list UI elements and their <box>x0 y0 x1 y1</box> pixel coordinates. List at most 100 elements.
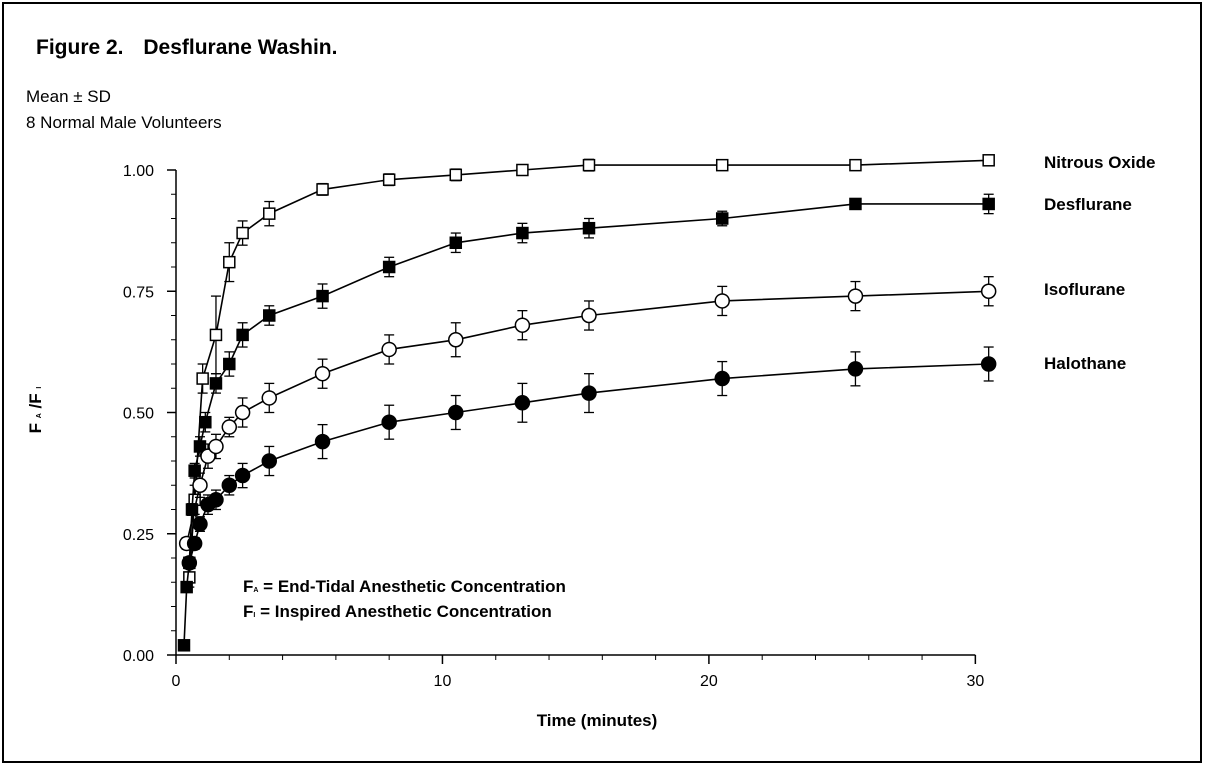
y-axis-title: F A /F I <box>26 387 45 434</box>
figure-title-text: Desflurane Washin. <box>143 36 337 59</box>
series-label-halothane: Halothane <box>1044 354 1126 373</box>
definition-fa-sub: A <box>253 587 258 594</box>
data-point-halothane <box>208 492 224 508</box>
figure-title: Figure 2. Desflurane Washin. <box>36 36 337 59</box>
data-point-desflurane <box>582 221 596 235</box>
data-point-desflurane <box>982 197 995 211</box>
data-point-desflurane <box>180 580 193 594</box>
data-point-halothane <box>381 414 397 430</box>
series-halothane <box>181 346 997 571</box>
x-tick-label: 0 <box>172 673 181 690</box>
y-axis-title-main: F <box>26 423 45 433</box>
y-axis-title-sub2: I <box>36 387 43 389</box>
x-tick-label: 30 <box>966 673 984 690</box>
y-tick-label: 0.50 <box>123 406 154 423</box>
definition-line-fi: FI = Inspired Anesthetic Concentration <box>243 602 552 621</box>
data-point-desflurane <box>236 328 249 342</box>
data-point-isoflurane <box>514 317 531 333</box>
note-volunteers: 8 Normal Male Volunteers <box>26 113 222 132</box>
data-point-isoflurane <box>847 288 864 304</box>
y-tick-label: 1.00 <box>123 163 154 180</box>
data-point-isoflurane <box>448 332 464 348</box>
data-point-nitrous-oxide <box>196 372 209 385</box>
data-point-halothane <box>221 477 238 493</box>
series-label-desflurane: Desflurane <box>1044 195 1132 214</box>
y-axis-title-slash: /F <box>26 393 45 408</box>
data-point-nitrous-oxide <box>382 173 396 186</box>
data-point-isoflurane <box>980 283 997 299</box>
definition-fa-text: = End-Tidal Anesthetic Concentration <box>258 577 565 596</box>
y-ticks: 0.00 0.25 0.50 0.75 1.00 <box>123 163 176 665</box>
data-point-desflurane <box>449 236 463 249</box>
series-labels: Nitrous Oxide Desflurane Isoflurane Halo… <box>1044 153 1155 373</box>
data-point-halothane <box>514 395 531 411</box>
data-point-desflurane <box>199 415 212 429</box>
data-point-halothane <box>714 370 730 387</box>
data-point-desflurane <box>715 212 729 225</box>
data-point-nitrous-oxide <box>516 163 529 177</box>
definition-fi-sub: I <box>253 612 255 619</box>
x-axis-title: Time (minutes) <box>537 711 658 730</box>
data-point-nitrous-oxide <box>209 328 223 342</box>
data-point-nitrous-oxide <box>449 168 463 182</box>
data-point-desflurane <box>382 260 396 274</box>
data-point-halothane <box>261 453 278 469</box>
x-tick-label: 10 <box>434 673 452 690</box>
y-tick-label: 0.00 <box>123 648 154 665</box>
data-point-halothane <box>980 356 997 372</box>
data-point-isoflurane <box>208 438 224 455</box>
data-point-halothane <box>192 516 208 532</box>
figure-label: Figure 2. <box>36 36 124 59</box>
data-point-isoflurane <box>192 477 208 493</box>
data-point-desflurane <box>223 357 236 371</box>
data-point-isoflurane <box>714 293 730 309</box>
data-point-nitrous-oxide <box>223 255 236 269</box>
data-point-desflurane <box>177 639 191 652</box>
data-point-nitrous-oxide <box>236 226 249 240</box>
series-label-nitrous-oxide: Nitrous Oxide <box>1044 153 1155 172</box>
data-point-desflurane <box>193 440 207 453</box>
data-point-halothane <box>847 361 864 377</box>
y-tick-label: 0.75 <box>123 284 154 301</box>
data-point-halothane <box>314 433 331 450</box>
definition-fi-symbol: F <box>243 602 253 621</box>
data-point-isoflurane <box>261 390 278 406</box>
series-label-isoflurane: Isoflurane <box>1044 280 1125 299</box>
data-point-nitrous-oxide <box>263 207 276 220</box>
data-point-isoflurane <box>234 404 251 421</box>
definition-line-fa: FA = End-Tidal Anesthetic Concentration <box>243 577 566 596</box>
data-point-desflurane <box>185 503 199 516</box>
y-tick-label: 0.25 <box>123 527 154 544</box>
series-line-isoflurane <box>185 290 989 544</box>
data-point-halothane <box>186 535 203 552</box>
data-point-halothane <box>581 385 597 401</box>
definitions-legend: FA = End-Tidal Anesthetic Concentration … <box>243 577 566 621</box>
data-point-isoflurane <box>314 365 331 382</box>
x-ticks: 0 10 20 30 <box>172 655 984 690</box>
definition-fi-text: = Inspired Anesthetic Concentration <box>255 602 551 621</box>
data-point-isoflurane <box>221 419 238 435</box>
data-point-nitrous-oxide <box>715 158 729 172</box>
data-point-halothane <box>234 467 251 484</box>
data-point-isoflurane <box>381 341 397 358</box>
data-point-desflurane <box>849 197 862 211</box>
axes: 0 10 20 30 0.00 0.25 0.50 0.75 1.00 <box>123 163 984 690</box>
series-isoflurane <box>178 276 997 552</box>
data-point-halothane <box>181 555 198 571</box>
data-point-isoflurane <box>581 307 597 324</box>
data-point-desflurane <box>316 289 329 303</box>
y-axis-title-sub1: A <box>36 413 43 418</box>
data-point-nitrous-oxide <box>316 183 329 196</box>
data-point-nitrous-oxide <box>849 158 862 172</box>
data-point-nitrous-oxide <box>582 158 596 172</box>
definition-fa-symbol: F <box>243 577 253 596</box>
x-tick-label: 20 <box>700 673 718 690</box>
data-point-halothane <box>448 404 464 421</box>
data-point-desflurane <box>516 226 529 240</box>
series-layer <box>177 154 997 652</box>
data-point-desflurane <box>209 377 223 390</box>
data-point-desflurane <box>263 309 276 322</box>
data-point-desflurane <box>188 464 201 477</box>
